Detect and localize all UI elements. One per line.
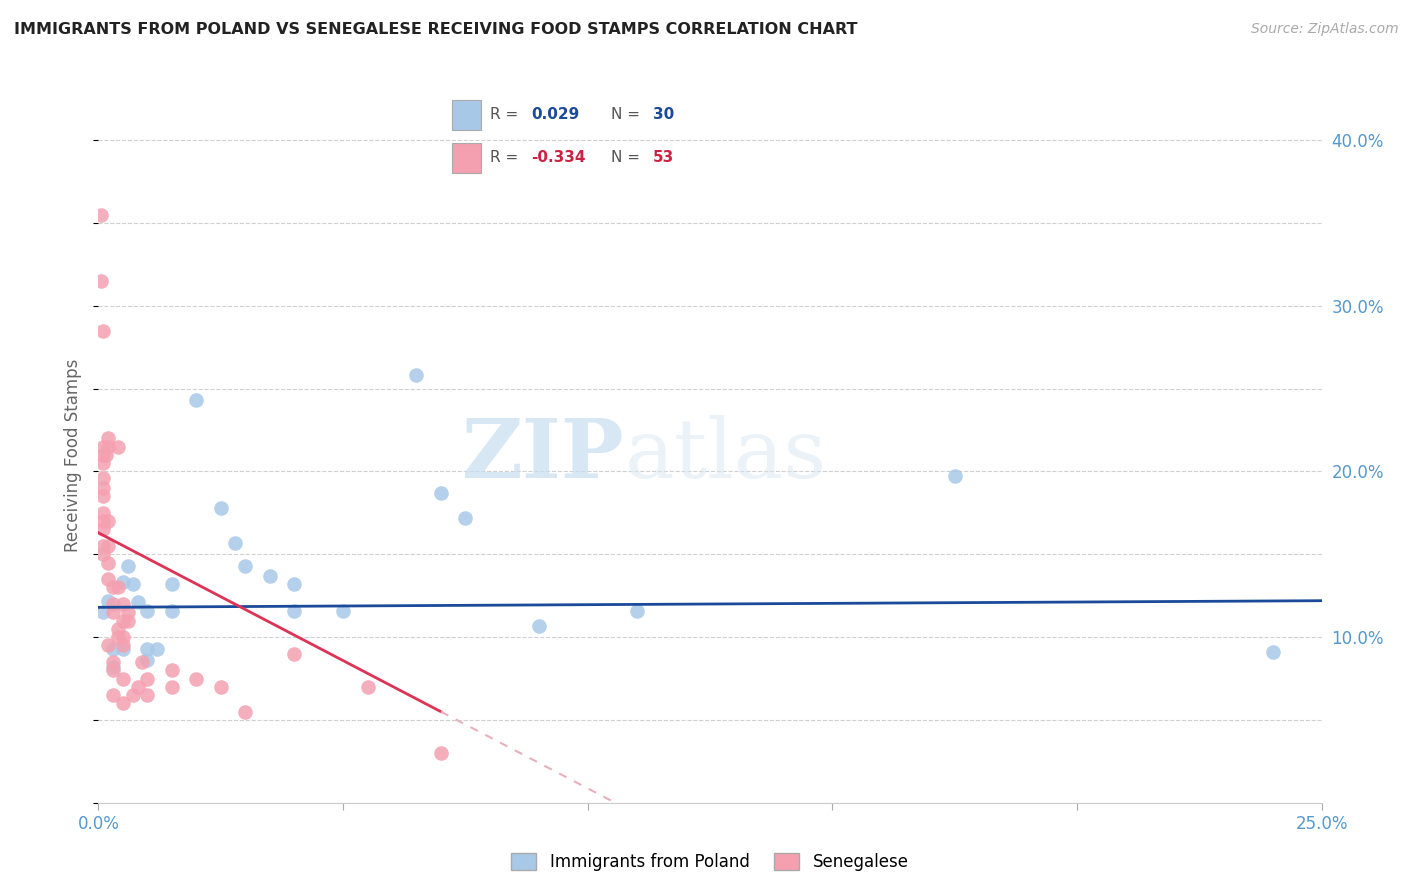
Point <box>107 581 129 595</box>
Point <box>283 577 305 591</box>
Point <box>233 705 256 719</box>
Point <box>107 440 129 454</box>
Point <box>160 604 183 618</box>
Point <box>121 688 143 702</box>
Point <box>91 481 114 495</box>
Point <box>356 680 378 694</box>
Point <box>90 274 112 288</box>
Point <box>332 604 354 618</box>
Point <box>186 672 208 686</box>
Point <box>259 569 281 583</box>
Point <box>136 672 159 686</box>
Point <box>101 641 124 656</box>
Point <box>626 604 648 618</box>
Point <box>186 393 208 408</box>
Point <box>91 440 114 454</box>
Point <box>91 506 114 520</box>
Text: Source: ZipAtlas.com: Source: ZipAtlas.com <box>1251 22 1399 37</box>
Point <box>97 431 120 445</box>
Point <box>97 639 120 653</box>
Point <box>101 597 124 611</box>
Point <box>111 630 134 644</box>
Point <box>209 500 232 515</box>
Legend: Immigrants from Poland, Senegalese: Immigrants from Poland, Senegalese <box>505 847 915 878</box>
Point <box>101 581 124 595</box>
Point <box>111 614 134 628</box>
Text: -0.334: -0.334 <box>531 150 586 165</box>
Point <box>430 746 453 760</box>
Point <box>283 604 305 618</box>
Point <box>91 523 114 537</box>
Text: 53: 53 <box>652 150 673 165</box>
Point <box>91 324 114 338</box>
Point <box>224 535 246 549</box>
Point <box>127 680 149 694</box>
Point <box>111 697 134 711</box>
Point <box>111 639 134 653</box>
Text: 30: 30 <box>652 107 673 122</box>
Point <box>91 448 114 462</box>
Point <box>111 672 134 686</box>
Point <box>97 593 120 607</box>
Y-axis label: Receiving Food Stamps: Receiving Food Stamps <box>65 359 83 551</box>
Text: N =: N = <box>612 107 640 122</box>
Point <box>97 440 120 454</box>
Point <box>97 539 120 553</box>
Text: 0.029: 0.029 <box>531 107 579 122</box>
Point <box>117 614 139 628</box>
Point <box>91 605 114 619</box>
Point <box>283 647 305 661</box>
FancyBboxPatch shape <box>451 143 481 173</box>
Point <box>127 595 149 609</box>
Point <box>90 208 112 222</box>
Point <box>107 622 129 636</box>
Point <box>101 688 124 702</box>
Point <box>160 680 183 694</box>
Point <box>160 663 183 677</box>
Point <box>107 630 129 644</box>
Point <box>430 486 453 500</box>
Point <box>121 577 143 591</box>
Point <box>91 456 114 470</box>
Text: atlas: atlas <box>624 415 827 495</box>
Point <box>91 489 114 503</box>
Point <box>97 514 120 528</box>
Point <box>117 605 139 619</box>
Point <box>111 641 134 656</box>
Point <box>527 618 550 632</box>
Point <box>97 556 120 570</box>
Point <box>111 575 134 590</box>
Point <box>101 655 124 669</box>
Point <box>136 641 159 656</box>
Point <box>94 448 117 462</box>
Point <box>111 597 134 611</box>
Point <box>101 663 124 677</box>
Point <box>943 469 966 483</box>
FancyBboxPatch shape <box>451 100 481 130</box>
Point <box>146 641 169 656</box>
Point <box>209 680 232 694</box>
Point <box>136 688 159 702</box>
Point <box>91 547 114 561</box>
Point <box>233 558 256 573</box>
Point <box>101 660 124 674</box>
Text: ZIP: ZIP <box>461 415 624 495</box>
Point <box>131 655 153 669</box>
Text: R =: R = <box>491 107 519 122</box>
Point <box>97 572 120 586</box>
Point <box>136 653 159 667</box>
Point <box>1261 645 1284 659</box>
Point <box>91 539 114 553</box>
Text: IMMIGRANTS FROM POLAND VS SENEGALESE RECEIVING FOOD STAMPS CORRELATION CHART: IMMIGRANTS FROM POLAND VS SENEGALESE REC… <box>14 22 858 37</box>
Point <box>117 558 139 573</box>
Point <box>405 368 427 383</box>
Text: R =: R = <box>491 150 519 165</box>
Point <box>454 511 477 525</box>
Point <box>91 514 114 528</box>
Point <box>160 577 183 591</box>
Text: N =: N = <box>612 150 640 165</box>
Point <box>91 471 114 485</box>
Point <box>136 604 159 618</box>
Point <box>101 605 124 619</box>
